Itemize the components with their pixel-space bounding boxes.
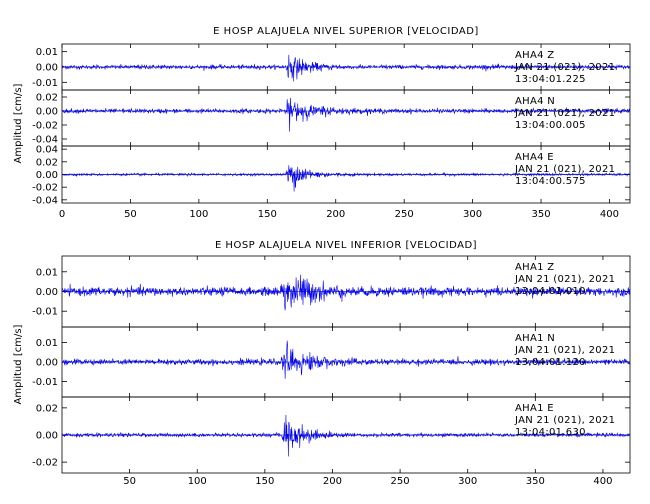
channel-time: 13:04:00.575 [515,176,586,187]
y-tick-label: -0.02 [32,121,58,132]
x-tick-label: 250 [395,209,414,220]
channel-label: AHA4 N [515,96,555,107]
x-tick-label: 250 [391,476,410,487]
channel-time: 13:04:01.630 [515,427,586,438]
x-tick-label: 350 [531,209,550,220]
y-tick-label: 0.00 [36,107,58,118]
seismogram-section-1: E HOSP ALAJUELA NIVEL SUPERIOR [VELOCIDA… [13,26,631,220]
y-tick-label: 0.00 [36,358,58,369]
y-tick-label: -0.04 [32,195,58,206]
y-tick-label: 0.00 [36,63,58,74]
y-tick-label: 0.00 [36,287,58,298]
channel-time: 13:04:00.005 [515,120,586,131]
y-tick-label: 0.01 [36,47,58,58]
x-tick-label: 0 [59,209,65,220]
waveform-trace [61,97,631,132]
waveform-trace [61,274,631,311]
channel-label: AHA1 N [515,333,555,344]
waveform-trace [61,414,631,457]
x-tick-label: 350 [526,476,545,487]
y-tick-label: -0.02 [32,458,58,469]
channel-time: 13:04:01.010 [515,286,586,297]
y-tick-label: -0.01 [32,78,58,89]
y-tick-label: 0.02 [36,93,58,104]
channel-date: JAN 21 (021), 2021 [514,345,615,356]
y-tick-label: -0.02 [32,183,58,194]
y-tick-label: 0.00 [36,170,58,181]
y-tick-label: 0.02 [36,403,58,414]
y-tick-label: 0.02 [36,157,58,168]
channel-date: JAN 21 (021), 2021 [514,415,615,426]
x-tick-label: 100 [189,209,208,220]
channel-date: JAN 21 (021), 2021 [514,164,615,175]
waveform-trace [61,54,631,82]
x-tick-label: 150 [258,209,277,220]
x-tick-label: 400 [593,476,612,487]
section-title: E HOSP ALAJUELA NIVEL INFERIOR [VELOCIDA… [215,240,477,251]
waveform-trace [61,340,631,379]
x-tick-label: 50 [123,476,136,487]
channel-label: AHA1 Z [515,262,554,273]
x-tick-label: 300 [463,209,482,220]
channel-label: AHA4 E [515,152,554,163]
y-tick-label: -0.01 [32,377,58,388]
waveform-trace [61,165,631,192]
x-tick-label: 300 [458,476,477,487]
y-tick-label: 0.00 [36,431,58,442]
y-tick-label: -0.04 [32,135,58,146]
section-title: E HOSP ALAJUELA NIVEL SUPERIOR [VELOCIDA… [213,26,479,37]
channel-date: JAN 21 (021), 2021 [514,108,615,119]
x-tick-label: 150 [255,476,274,487]
x-tick-label: 400 [600,209,619,220]
x-tick-label: 200 [323,476,342,487]
x-tick-label: 100 [188,476,207,487]
y-axis-label: Amplitud [cm/s] [13,83,24,163]
seismogram-section-2: E HOSP ALAJUELA NIVEL INFERIOR [VELOCIDA… [13,240,631,487]
channel-time: 13:04:01.120 [515,357,586,368]
channel-date: JAN 21 (021), 2021 [514,274,615,285]
y-tick-label: -0.01 [32,307,58,318]
channel-time: 13:04:01.225 [515,74,586,85]
x-tick-label: 200 [326,209,345,220]
channel-label: AHA4 Z [515,50,554,61]
channel-date: JAN 21 (021), 2021 [514,62,615,73]
x-tick-label: 50 [124,209,137,220]
channel-label: AHA1 E [515,403,554,414]
y-tick-label: 0.04 [36,145,58,156]
y-tick-label: 0.01 [36,338,58,349]
y-axis-label: Amplitud [cm/s] [13,324,24,404]
y-tick-label: 0.01 [36,267,58,278]
